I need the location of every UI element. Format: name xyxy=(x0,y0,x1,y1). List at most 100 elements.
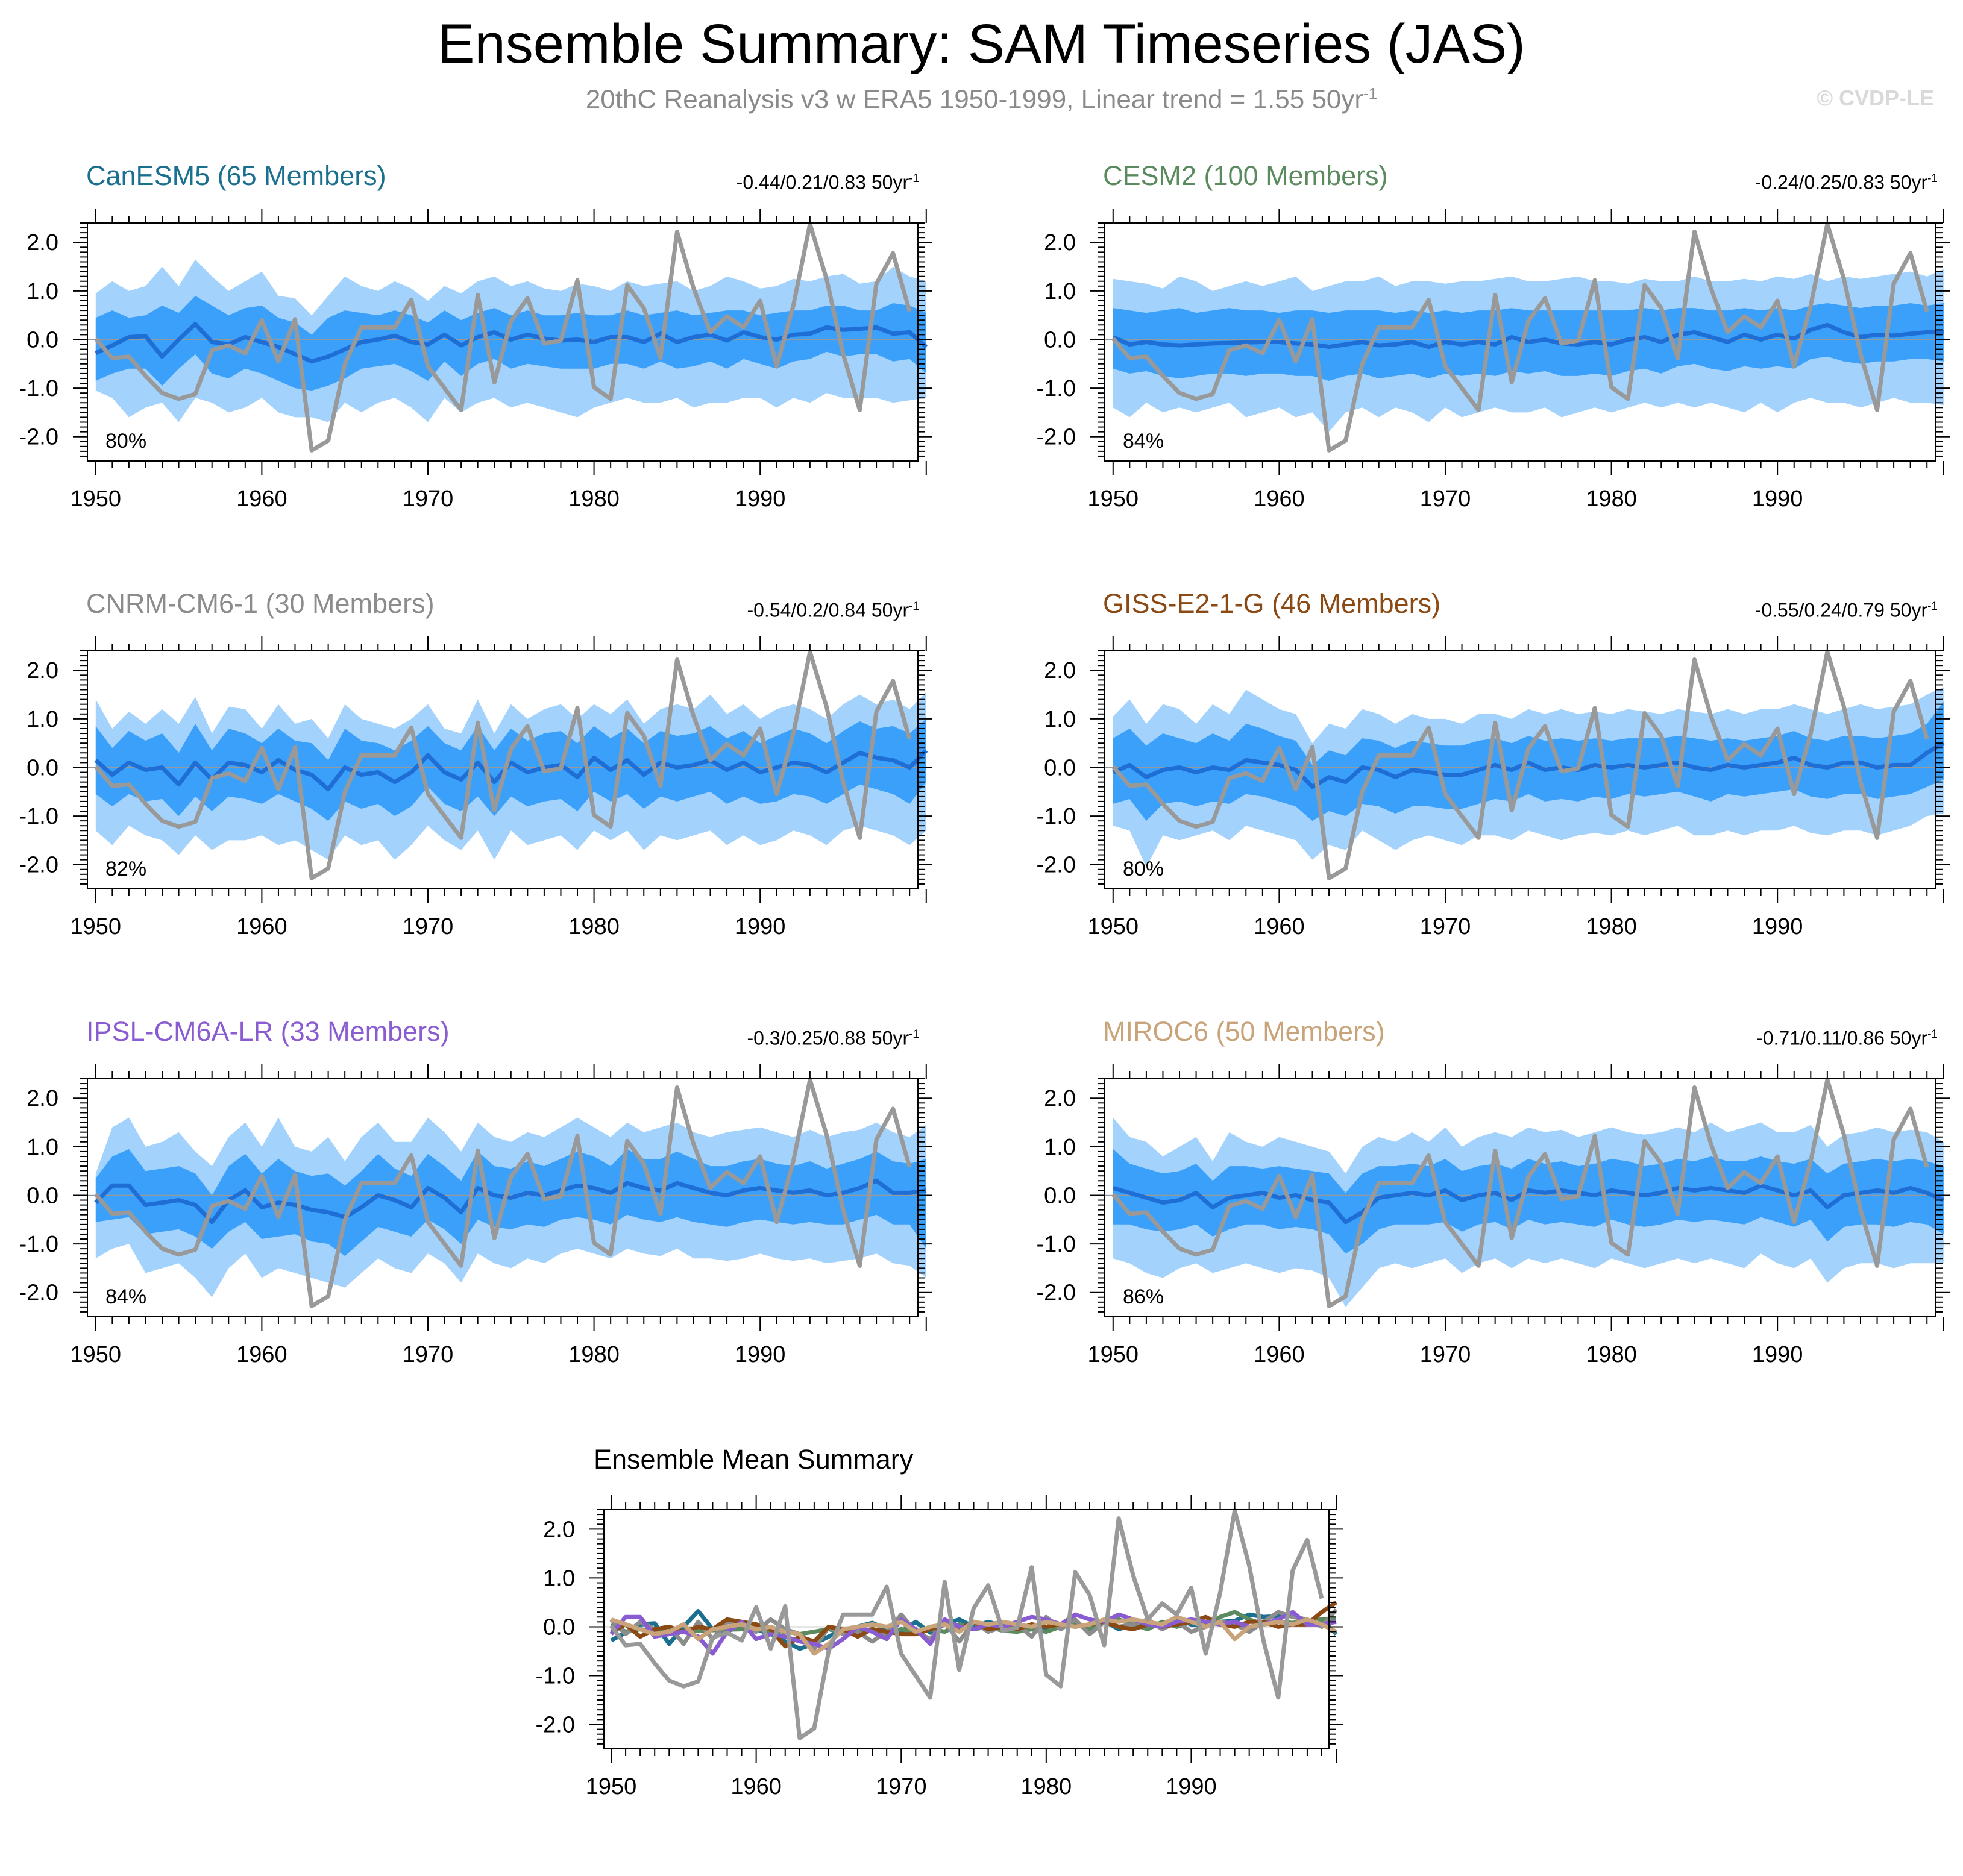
band-25-75-percentile xyxy=(95,295,926,391)
stats-superscript: -1 xyxy=(909,1028,919,1041)
x-tick-label: 1950 xyxy=(1088,486,1139,512)
series-line-ensemble-mean xyxy=(1112,741,1945,789)
panel-cnrm-cm6-1: CNRM-CM6-1 (30 Members) -0.54/0.2/0.84 5… xyxy=(0,588,981,1009)
y-tick-label: 2.0 xyxy=(27,658,58,683)
stats-text: -0.44/0.21/0.83 50yr xyxy=(736,171,909,193)
x-tick-label: 1990 xyxy=(735,1342,786,1367)
x-tick-label: 1970 xyxy=(876,1774,927,1799)
series-line-observed xyxy=(94,1078,912,1308)
stats-superscript: -1 xyxy=(1927,600,1938,613)
percent-label: 86% xyxy=(1123,1285,1164,1308)
plot-frame xyxy=(1104,1078,1936,1317)
x-tick-label: 1960 xyxy=(236,1342,287,1367)
subtitle-text: 20thC Reanalysis v3 w ERA5 1950-1999, Li… xyxy=(585,84,1364,115)
panel-title: CESM2 (100 Members) xyxy=(1103,160,1388,191)
plot-frame xyxy=(1104,650,1936,889)
y-tick-label: -2.0 xyxy=(1037,425,1076,450)
series-line-observed xyxy=(1111,1078,1929,1308)
series-line-ensemble-mean xyxy=(94,748,928,792)
x-tick-label: 1980 xyxy=(568,914,620,940)
stats-text: -0.71/0.11/0.86 50yr xyxy=(1756,1027,1928,1049)
series-line-observed xyxy=(609,1508,1324,1740)
stats-text: -0.24/0.25/0.83 50yr xyxy=(1754,171,1928,193)
x-tick-label: 1960 xyxy=(730,1774,782,1799)
subtitle-superscript: -1 xyxy=(1363,84,1378,102)
y-tick-label: -2.0 xyxy=(19,853,58,878)
x-tick-label: 1950 xyxy=(71,914,122,940)
y-tick-label: -2.0 xyxy=(1037,853,1076,878)
x-tick-label: 1980 xyxy=(1586,1342,1637,1367)
y-tick-label: -1.0 xyxy=(19,1232,58,1257)
stats-superscript: -1 xyxy=(909,600,919,613)
series-line-observed xyxy=(1111,222,1929,453)
x-tick-label: 1980 xyxy=(1021,1774,1072,1799)
y-tick-label: -1.0 xyxy=(536,1663,575,1689)
series-line-ensemble-mean xyxy=(1112,1183,1945,1225)
chart-ipsl-cm6a-lr: 1950 1960 1970 1980 1990 2.0 1.0 0.0 -1.0 -2.0 84% xyxy=(19,1064,932,1367)
plot-frame xyxy=(603,1509,1330,1749)
y-tick-label: 0.0 xyxy=(543,1614,575,1640)
chart-cesm2: 1950 1960 1970 1980 1990 2.0 1.0 0.0 -1.0 -2.0 84% xyxy=(1037,209,1950,512)
plot-frame xyxy=(87,650,919,889)
x-tick-label: 1970 xyxy=(403,1342,454,1367)
stats-text: -0.3/0.25/0.88 50yr xyxy=(747,1027,909,1049)
stats-superscript: -1 xyxy=(909,172,919,185)
x-tick-label: 1980 xyxy=(568,1342,620,1367)
x-tick-label: 1990 xyxy=(1752,486,1803,512)
y-tick-label: 1.0 xyxy=(27,1135,58,1160)
x-tick-label: 1950 xyxy=(1088,914,1139,940)
series-line-miroc6 xyxy=(610,1614,1337,1656)
y-tick-label: -1.0 xyxy=(19,376,58,401)
plot-frame xyxy=(87,222,919,462)
panel-title: GISS-E2-1-G (46 Members) xyxy=(1103,588,1441,619)
percent-label: 84% xyxy=(1123,430,1164,453)
series-line-observed xyxy=(94,222,912,453)
figure-subtitle: 20thC Reanalysis v3 w ERA5 1950-1999, Li… xyxy=(0,77,1963,116)
series-line-observed xyxy=(1111,650,1929,880)
panel-canesm5: CanESM5 (65 Members) -0.44/0.21/0.83 50y… xyxy=(0,160,981,582)
y-tick-label: -1.0 xyxy=(1037,1232,1076,1257)
stats-superscript: -1 xyxy=(1927,172,1938,185)
panel-trend-stats: -0.44/0.21/0.83 50yr-1 xyxy=(737,167,919,195)
chart-giss-e2-1-g: 1950 1960 1970 1980 1990 2.0 1.0 0.0 -1.0 -2.0 80% xyxy=(1037,636,1950,940)
band-25-75-percentile xyxy=(95,718,926,821)
credit-watermark: © CVDP-LE xyxy=(1817,86,1934,110)
panel-title: IPSL-CM6A-LR (33 Members) xyxy=(86,1016,450,1047)
y-tick-label: 0.0 xyxy=(1044,327,1076,353)
y-tick-label: 0.0 xyxy=(27,755,58,780)
chart-canesm5: 1950 1960 1970 1980 1990 2.0 1.0 0.0 -1.0 -2.0 80% xyxy=(19,209,932,512)
y-tick-label: 2.0 xyxy=(1044,1086,1076,1111)
y-tick-label: -1.0 xyxy=(1037,376,1076,401)
chart-miroc6: 1950 1960 1970 1980 1990 2.0 1.0 0.0 -1.0 -2.0 86% xyxy=(1037,1064,1950,1367)
panel-trend-stats: -0.71/0.11/0.86 50yr-1 xyxy=(1756,1023,1938,1050)
x-tick-label: 1970 xyxy=(403,486,454,512)
plot-frame xyxy=(1104,222,1936,462)
y-tick-label: 0.0 xyxy=(1044,1183,1076,1208)
panel-title: Ensemble Mean Summary xyxy=(594,1444,914,1475)
y-tick-label: 2.0 xyxy=(1044,230,1076,256)
panel-ensemble-mean-summary: Ensemble Mean Summary 1950 1960 1970 1980 19… xyxy=(506,1443,1457,1865)
panel-trend-stats: -0.24/0.25/0.83 50yr-1 xyxy=(1755,167,1938,195)
panel-title: CanESM5 (65 Members) xyxy=(86,160,386,191)
panel-cesm2: CESM2 (100 Members) -0.24/0.25/0.83 50yr… xyxy=(981,160,1963,582)
series-line-observed xyxy=(94,650,912,880)
panel-trend-stats: -0.55/0.24/0.79 50yr-1 xyxy=(1755,595,1938,623)
x-tick-label: 1970 xyxy=(1420,486,1471,512)
stats-text: -0.55/0.24/0.79 50yr xyxy=(1754,599,1928,621)
x-tick-label: 1960 xyxy=(1254,1342,1305,1367)
series-line-ensemble-mean xyxy=(95,322,928,364)
x-tick-label: 1980 xyxy=(1586,486,1637,512)
percent-label: 84% xyxy=(105,1285,146,1308)
y-tick-label: -2.0 xyxy=(19,1281,58,1306)
y-tick-label: -2.0 xyxy=(19,425,58,450)
x-tick-label: 1980 xyxy=(1586,914,1637,940)
plot-frame xyxy=(87,1078,919,1317)
panel-giss-e2-1-g: GISS-E2-1-G (46 Members) -0.55/0.24/0.79… xyxy=(981,588,1963,1009)
x-tick-label: 1990 xyxy=(1752,914,1803,940)
percent-label: 80% xyxy=(105,430,146,453)
x-tick-label: 1980 xyxy=(568,486,620,512)
x-tick-label: 1970 xyxy=(403,914,454,940)
x-tick-label: 1970 xyxy=(1420,1342,1471,1367)
x-tick-label: 1950 xyxy=(71,1342,122,1367)
x-tick-label: 1990 xyxy=(735,486,786,512)
